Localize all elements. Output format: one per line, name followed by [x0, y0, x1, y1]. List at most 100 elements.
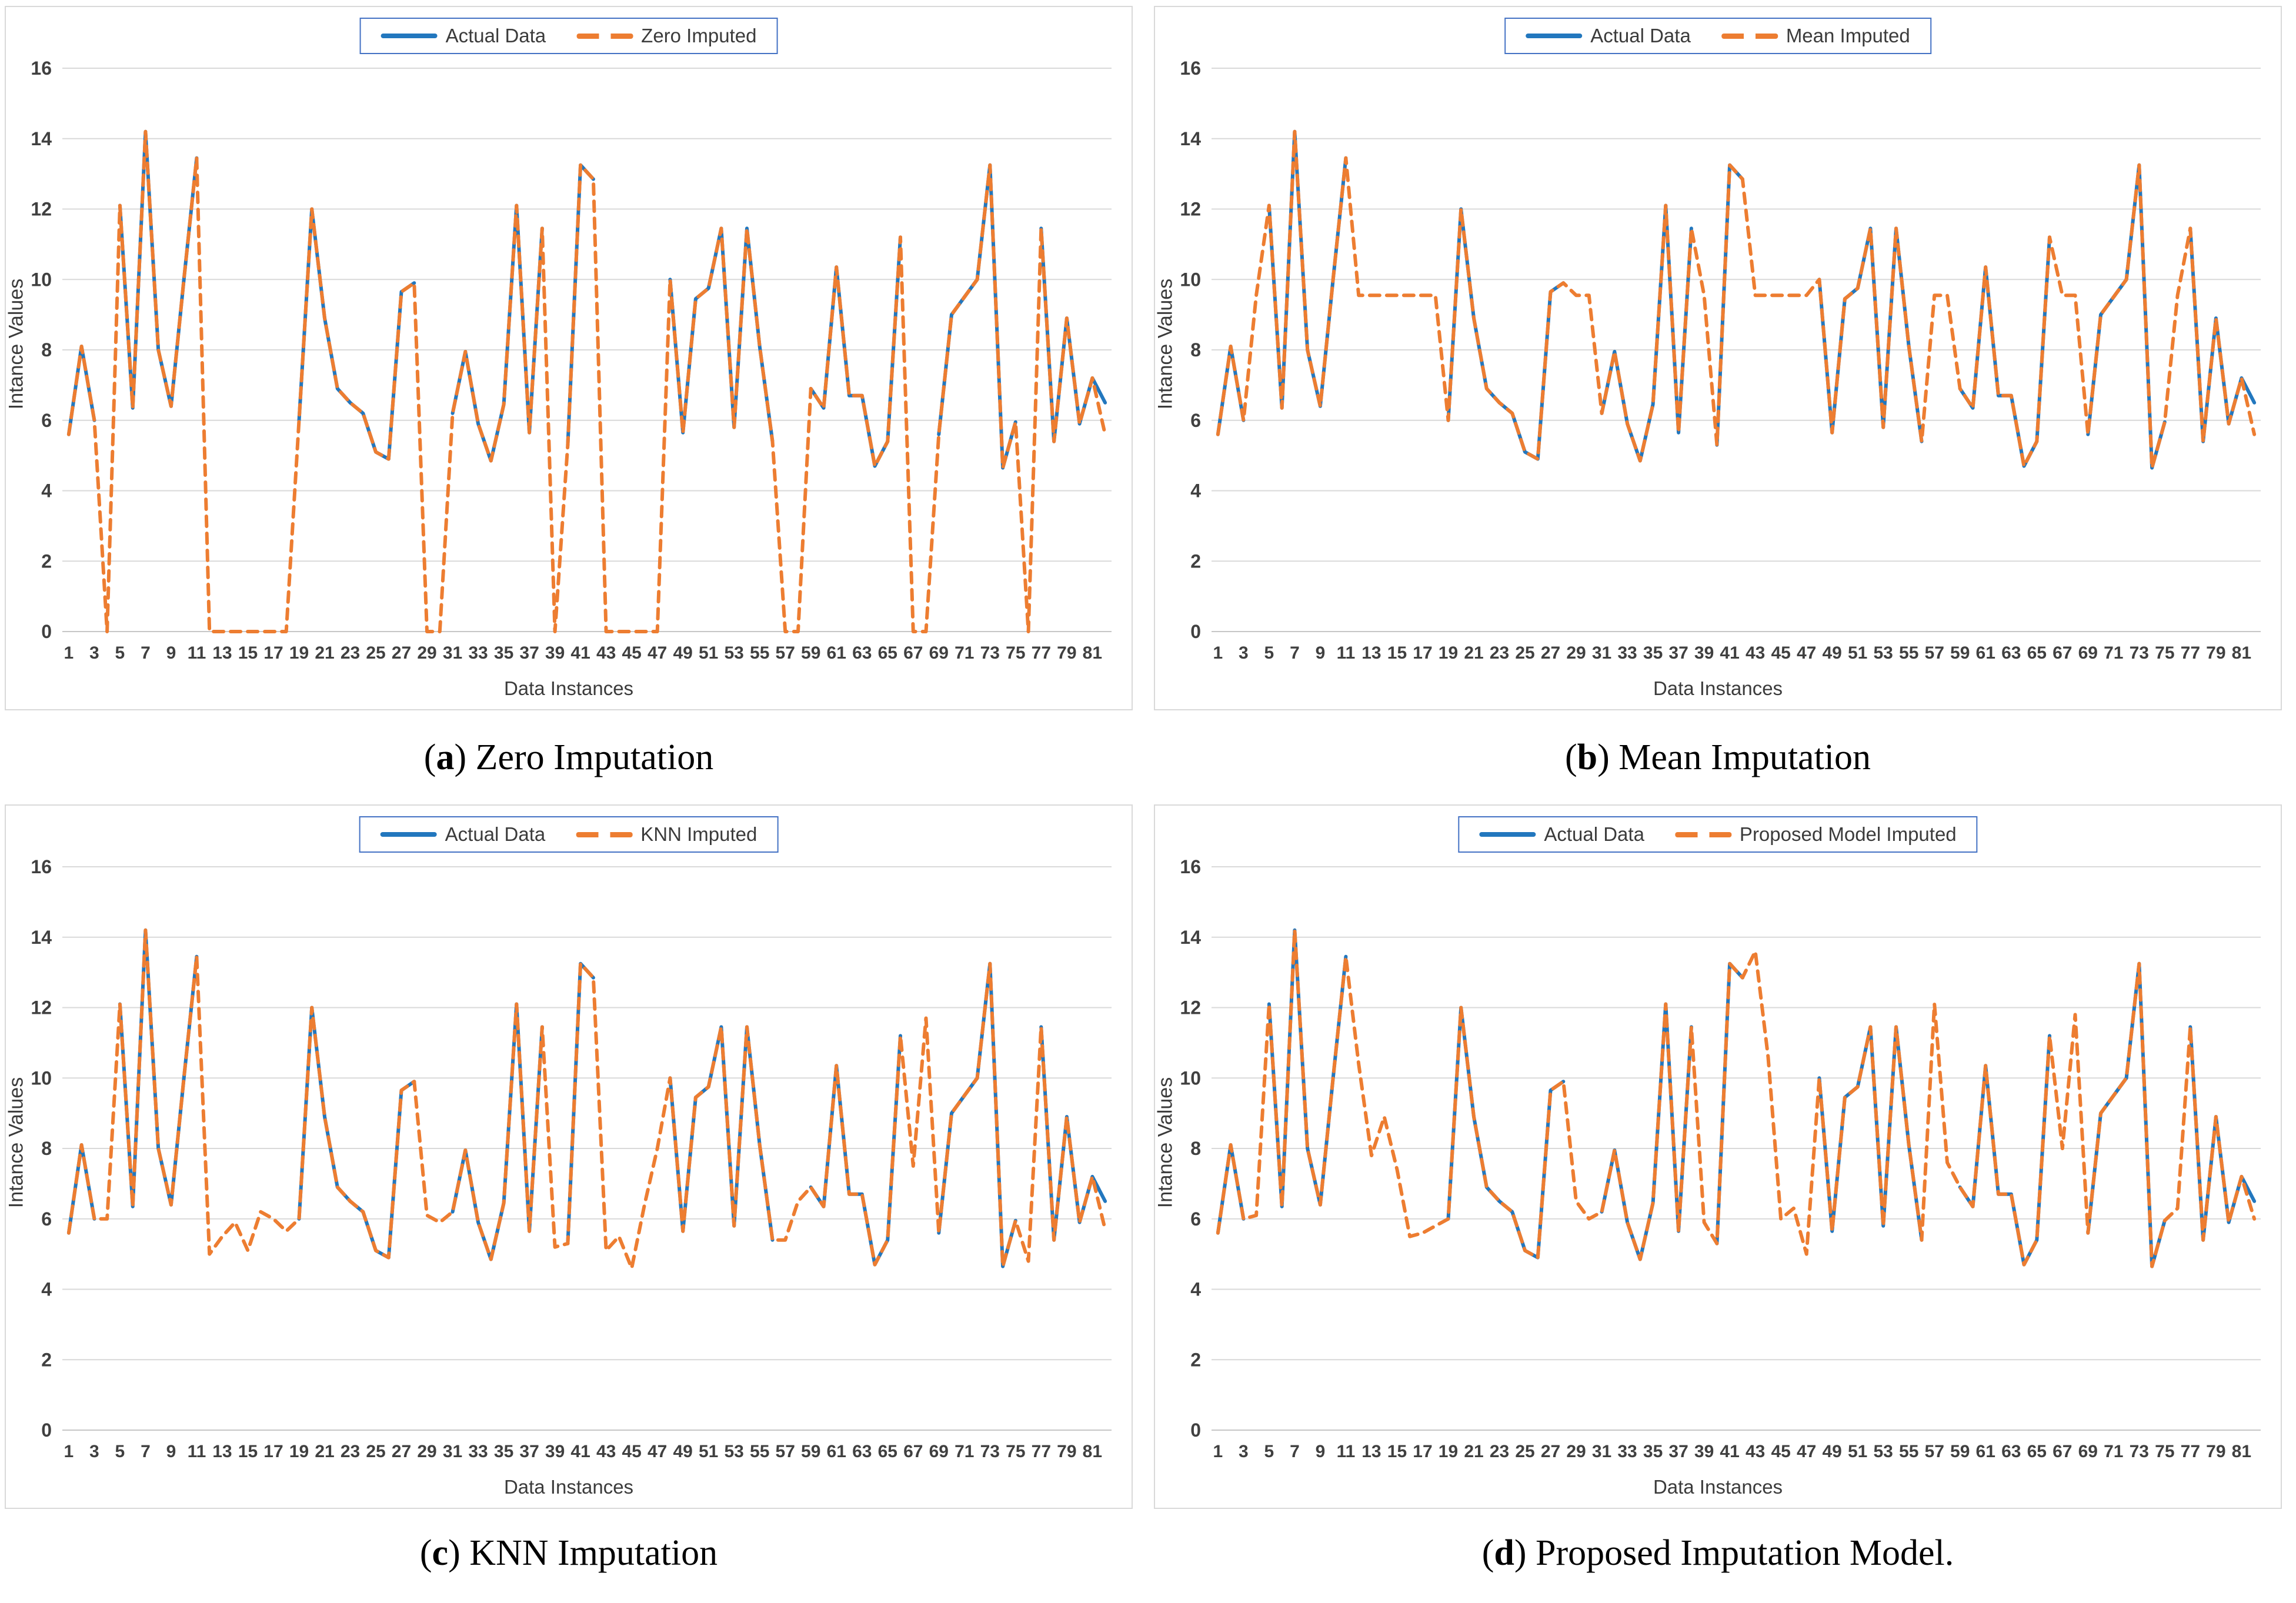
svg-text:67: 67: [903, 643, 923, 663]
svg-text:11: 11: [1337, 1442, 1356, 1461]
svg-text:45: 45: [1771, 643, 1790, 663]
svg-text:21: 21: [315, 643, 334, 663]
svg-text:15: 15: [238, 643, 258, 663]
imputed-dash-swatch-icon: [576, 831, 633, 837]
svg-text:53: 53: [1874, 1442, 1893, 1461]
svg-text:79: 79: [1057, 1442, 1076, 1461]
svg-text:0: 0: [1190, 621, 1201, 642]
legend-item-imputed: KNN Imputed: [576, 823, 757, 846]
svg-text:5: 5: [115, 643, 125, 663]
caption-letter: b: [1577, 737, 1598, 777]
svg-text:61: 61: [1976, 643, 1995, 663]
svg-text:59: 59: [801, 643, 820, 663]
svg-text:81: 81: [1083, 1442, 1102, 1461]
svg-text:63: 63: [2001, 643, 2021, 663]
svg-text:51: 51: [1848, 643, 1867, 663]
svg-text:61: 61: [1976, 1442, 1995, 1461]
svg-text:21: 21: [1464, 1442, 1483, 1461]
y-axis-title: Intance Values: [5, 278, 28, 410]
svg-text:71: 71: [955, 643, 974, 663]
svg-text:37: 37: [1668, 643, 1688, 663]
svg-text:25: 25: [366, 1442, 385, 1461]
svg-text:14: 14: [1180, 128, 1201, 149]
svg-text:47: 47: [1797, 1442, 1816, 1461]
actual-line-swatch-icon: [381, 34, 438, 38]
svg-text:16: 16: [1180, 58, 1201, 79]
svg-text:61: 61: [827, 1442, 846, 1461]
svg-text:16: 16: [1180, 856, 1201, 877]
svg-text:81: 81: [1083, 643, 1102, 663]
svg-text:10: 10: [31, 1067, 52, 1088]
caption-mean-imputation: (b) Mean Imputation: [1564, 737, 1871, 777]
svg-text:75: 75: [2155, 643, 2174, 663]
svg-text:67: 67: [903, 1442, 923, 1461]
svg-text:1: 1: [64, 643, 74, 663]
svg-text:69: 69: [2078, 1442, 2098, 1461]
svg-text:7: 7: [1290, 1442, 1300, 1461]
svg-text:27: 27: [1541, 643, 1560, 663]
svg-text:69: 69: [2078, 643, 2098, 663]
svg-text:25: 25: [366, 643, 385, 663]
svg-text:51: 51: [1848, 1442, 1867, 1461]
svg-text:17: 17: [263, 643, 283, 663]
svg-text:79: 79: [2206, 1442, 2225, 1461]
svg-text:43: 43: [1746, 643, 1765, 663]
y-axis-title: Intance Values: [5, 1077, 28, 1208]
svg-text:15: 15: [238, 1442, 258, 1461]
svg-text:9: 9: [166, 1442, 176, 1461]
svg-text:73: 73: [980, 1442, 1000, 1461]
svg-text:1: 1: [1213, 1442, 1223, 1461]
svg-text:12: 12: [31, 997, 52, 1018]
svg-text:45: 45: [1771, 1442, 1790, 1461]
svg-text:63: 63: [852, 1442, 872, 1461]
svg-text:41: 41: [570, 643, 590, 663]
svg-text:49: 49: [1822, 643, 1841, 663]
svg-text:55: 55: [750, 1442, 769, 1461]
svg-text:14: 14: [1180, 927, 1201, 948]
actual-line-swatch-icon: [1479, 832, 1536, 837]
legend-actual-label: Actual Data: [1544, 823, 1644, 845]
svg-text:61: 61: [827, 643, 846, 663]
svg-text:37: 37: [519, 643, 539, 663]
svg-text:13: 13: [212, 643, 232, 663]
svg-text:31: 31: [443, 643, 462, 663]
legend-actual-label: Actual Data: [1590, 25, 1691, 46]
svg-text:33: 33: [1617, 643, 1637, 663]
svg-text:14: 14: [31, 927, 52, 948]
legend-imputed-label: KNN Imputed: [640, 823, 757, 845]
svg-text:35: 35: [494, 1442, 513, 1461]
svg-text:39: 39: [1694, 1442, 1714, 1461]
svg-text:69: 69: [929, 643, 949, 663]
legend-actual-label: Actual Data: [445, 25, 546, 46]
svg-text:15: 15: [1387, 1442, 1407, 1461]
svg-text:10: 10: [31, 269, 52, 290]
svg-text:79: 79: [1057, 643, 1076, 663]
svg-text:39: 39: [1694, 643, 1714, 663]
svg-text:37: 37: [1668, 1442, 1688, 1461]
svg-text:6: 6: [1190, 410, 1201, 431]
svg-text:13: 13: [212, 1442, 232, 1461]
svg-text:77: 77: [1032, 643, 1051, 663]
svg-text:47: 47: [648, 1442, 667, 1461]
caption-text: KNN Imputation: [469, 1532, 718, 1573]
svg-text:5: 5: [1264, 1442, 1274, 1461]
svg-text:47: 47: [1797, 643, 1816, 663]
svg-text:2: 2: [1190, 1349, 1201, 1370]
imputed-dash-swatch-icon: [1721, 33, 1778, 39]
svg-text:41: 41: [1720, 1442, 1739, 1461]
svg-text:12: 12: [31, 199, 52, 220]
svg-text:81: 81: [2232, 1442, 2251, 1461]
svg-text:65: 65: [2027, 643, 2047, 663]
svg-text:63: 63: [852, 643, 872, 663]
svg-text:73: 73: [2130, 643, 2149, 663]
imputed-dash-swatch-icon: [576, 33, 633, 39]
svg-text:27: 27: [392, 1442, 411, 1461]
svg-text:23: 23: [1490, 1442, 1509, 1461]
svg-text:33: 33: [468, 643, 488, 663]
svg-text:29: 29: [1566, 1442, 1586, 1461]
svg-text:13: 13: [1361, 643, 1381, 663]
svg-text:57: 57: [1925, 643, 1944, 663]
svg-text:11: 11: [1337, 643, 1356, 663]
svg-text:57: 57: [776, 1442, 795, 1461]
